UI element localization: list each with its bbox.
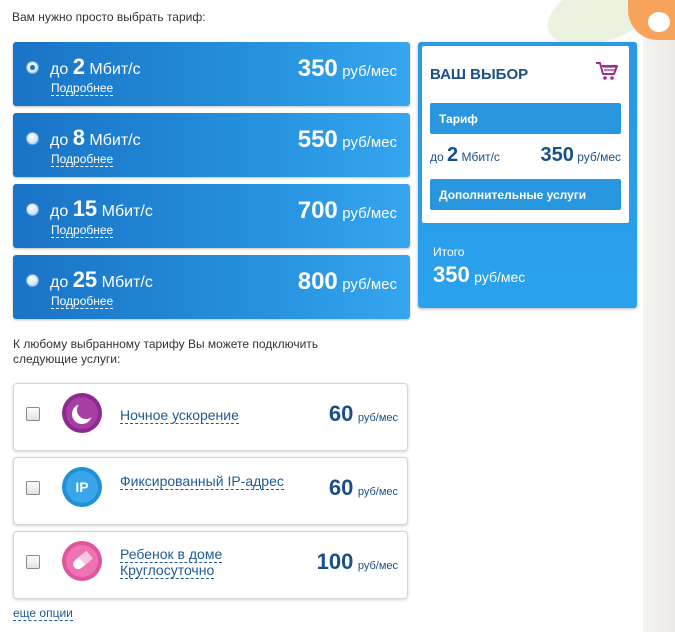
tariff-details-link[interactable]: Подробнее (51, 294, 114, 309)
tariff-price: 350 руб/мес (297, 55, 397, 82)
tariff-speed: до 15 Мбит/с (50, 196, 153, 221)
selected-speed: до 2 Мбит/с (430, 144, 500, 166)
service-checkbox[interactable] (26, 555, 40, 569)
tariff-price: 700 руб/мес (297, 197, 397, 224)
service-name[interactable]: Фиксированный IP-адрес (120, 473, 284, 490)
service-name[interactable]: Ребенок в доме Круглосуточно (120, 546, 223, 579)
service-price: 60 руб/мес (328, 475, 398, 500)
total-price: 350 руб/мес (433, 262, 526, 287)
service-night-boost: Ночное ускорение 60 руб/мес (13, 383, 408, 451)
service-name[interactable]: Ночное ускорение (120, 407, 239, 424)
tariff-details-link[interactable]: Подробнее (51, 223, 114, 238)
tariff-details-link[interactable]: Подробнее (51, 152, 114, 167)
your-choice-panel: ВАШ ВЫБОР Тариф до 2 Мбит/с 350 руб/мес … (418, 42, 637, 308)
service-checkbox[interactable] (26, 407, 40, 421)
service-checkbox[interactable] (26, 481, 40, 495)
services-note: К любому выбранному тарифу Вы можете под… (13, 337, 319, 366)
service-price: 100 руб/мес (316, 549, 398, 574)
moon-icon (62, 393, 102, 433)
service-child-at-home: Ребенок в доме Круглосуточно 100 руб/мес (13, 531, 408, 599)
tariff-radio[interactable] (26, 274, 39, 287)
decorative-shape-inner (648, 12, 670, 32)
tariff-details-link[interactable]: Подробнее (51, 81, 114, 96)
cart-icon (596, 62, 618, 80)
tariff-option-2[interactable]: до 2 Мбит/с Подробнее 350 руб/мес (13, 42, 410, 106)
tariff-radio[interactable] (26, 61, 39, 74)
tariff-speed: до 2 Мбит/с (50, 54, 141, 79)
pill-icon (62, 541, 102, 581)
tariff-price: 800 руб/мес (297, 268, 397, 295)
intro-text: Вам нужно просто выбрать тариф: (12, 10, 206, 24)
tariff-radio[interactable] (26, 132, 39, 145)
service-fixed-ip: IP Фиксированный IP-адрес 60 руб/мес (13, 457, 408, 525)
service-price: 60 руб/мес (328, 401, 398, 426)
tariff-header: Тариф (430, 103, 621, 134)
tariff-radio[interactable] (26, 203, 39, 216)
extra-services-header: Дополнительные услуги (430, 179, 621, 210)
more-options-link[interactable]: еще опции (13, 606, 73, 621)
tariff-option-25[interactable]: до 25 Мбит/с Подробнее 800 руб/мес (13, 255, 410, 319)
total-label: Итого (433, 245, 465, 259)
tariff-speed: до 25 Мбит/с (50, 267, 153, 292)
your-choice-title: ВАШ ВЫБОР (430, 66, 529, 83)
selected-price: 350 руб/мес (540, 144, 621, 166)
svg-text:IP: IP (75, 479, 88, 495)
tariff-price: 550 руб/мес (297, 126, 397, 153)
background-panel (643, 0, 675, 632)
tariff-option-15[interactable]: до 15 Мбит/с Подробнее 700 руб/мес (13, 184, 410, 248)
your-choice-summary: ВАШ ВЫБОР Тариф до 2 Мбит/с 350 руб/мес … (422, 46, 629, 223)
ip-icon: IP (62, 467, 102, 507)
tariff-speed: до 8 Мбит/с (50, 125, 141, 150)
tariff-option-8[interactable]: до 8 Мбит/с Подробнее 550 руб/мес (13, 113, 410, 177)
